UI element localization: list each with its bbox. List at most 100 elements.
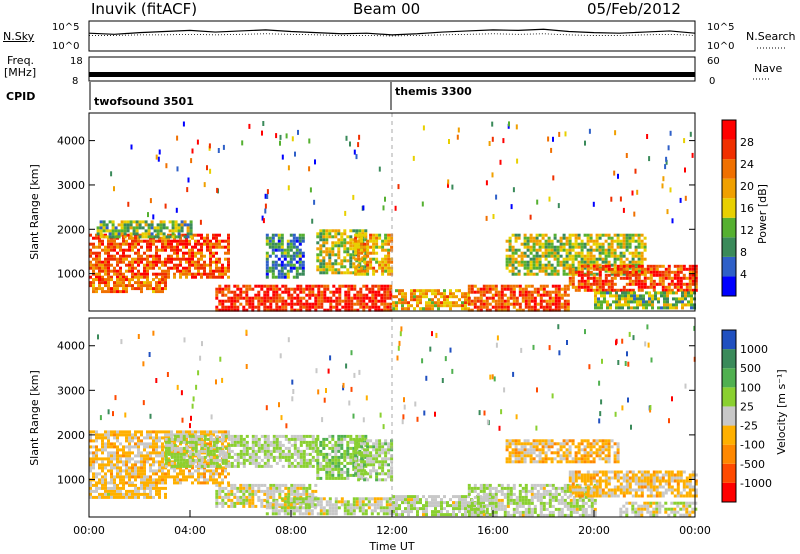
scatter-cell (302, 437, 306, 441)
scatter-cell (308, 287, 312, 291)
scatter-cell (251, 489, 255, 493)
scatter-cell (369, 460, 373, 464)
scatter-cell (523, 236, 527, 240)
scatter-cell (360, 257, 364, 261)
scatter-cell (359, 296, 363, 300)
scatter-cell (529, 266, 533, 270)
scatter-cell (669, 303, 672, 307)
scatter-cell (287, 287, 291, 291)
scatter-cell (242, 443, 246, 447)
scatter-cell (672, 297, 675, 301)
scatter-cell (664, 288, 668, 292)
scatter-cell (675, 303, 678, 307)
scatter-cell (373, 503, 377, 507)
scatter-cell (340, 265, 344, 269)
scatter-cell (437, 298, 440, 302)
scatter-cell (594, 294, 597, 298)
scatter-cell (104, 257, 107, 261)
scatter-cell (364, 262, 368, 266)
scatter-cell (150, 223, 154, 227)
scatter-cell (245, 443, 249, 447)
scatter-cell (129, 235, 133, 239)
scatter-cell (298, 272, 302, 276)
scatter-cell (610, 196, 613, 202)
scatter-cell (328, 250, 332, 254)
scatter-cell (113, 290, 116, 294)
scatter-cell (110, 442, 113, 446)
scatter-cell (595, 239, 599, 243)
scatter-cell (155, 472, 158, 476)
scatter-cell (354, 251, 358, 255)
scatter-cell (137, 460, 140, 464)
scatter-cell (298, 509, 302, 513)
scatter-cell (209, 275, 212, 279)
scatter-cell (654, 297, 657, 301)
scatter-cell (298, 266, 302, 270)
scatter-cell (182, 272, 185, 276)
scatter-cell (119, 489, 122, 493)
scatter-cell (227, 481, 230, 485)
scatter-cell (565, 263, 569, 267)
scatter-cell (419, 298, 422, 302)
scatter-cell (658, 276, 662, 280)
scatter-cell (621, 303, 624, 307)
scatter-cell (375, 251, 379, 255)
scatter-cell (221, 458, 225, 462)
scatter-cell (316, 473, 320, 477)
scatter-cell (349, 265, 353, 269)
scatter-cell (167, 469, 170, 473)
scatter-cell (89, 481, 92, 485)
scatter-cell (419, 301, 422, 305)
scatter-cell (378, 448, 382, 452)
scatter-cell (386, 302, 390, 306)
scatter-cell (649, 264, 653, 268)
scatter-cell (233, 302, 237, 306)
scatter-cell (679, 288, 683, 292)
scatter-cell (171, 229, 175, 233)
scatter-cell (621, 306, 624, 310)
scatter-cell (251, 498, 255, 502)
scatter-cell (176, 452, 180, 456)
scatter-cell (274, 266, 278, 270)
scatter-cell (511, 254, 515, 258)
scatter-cell (280, 269, 284, 273)
scatter-cell (356, 293, 360, 297)
scatter-cell (374, 284, 378, 288)
scatter-cell (197, 434, 201, 438)
scatter-cell (586, 242, 590, 246)
scatter-cell (98, 266, 101, 270)
scatter-cell (613, 233, 617, 237)
scatter-cell (286, 260, 290, 264)
scatter-cell (263, 284, 267, 288)
scatter-cell (188, 251, 191, 255)
scatter-cell (305, 461, 309, 465)
scatter-cell (589, 288, 593, 292)
scatter-cell (104, 266, 107, 270)
scatter-cell (113, 269, 116, 273)
scatter-cell (514, 233, 518, 237)
scatter-cell (271, 275, 275, 279)
scatter-cell (209, 478, 212, 482)
scatter-cell (155, 448, 158, 452)
scatter-cell (535, 242, 539, 246)
scatter-cell (349, 241, 353, 245)
scatter-cell (349, 512, 353, 516)
scatter-cell (266, 437, 270, 441)
scatter-cell (625, 282, 629, 286)
scatter-cell (173, 275, 176, 279)
scatter-cell (149, 445, 152, 449)
scatter-cell (317, 305, 321, 309)
scatter-cell (197, 266, 200, 270)
scatter-cell (378, 454, 382, 458)
scatter-cell (607, 260, 611, 264)
scatter-cell (242, 449, 246, 453)
scatter-cell (95, 257, 98, 261)
scatter-cell (352, 461, 356, 465)
scatter-cell (200, 443, 204, 447)
scatter-cell (107, 445, 110, 449)
scatter-cell (125, 463, 128, 467)
scatter-cell (337, 470, 341, 474)
scatter-cell (538, 260, 542, 264)
scatter-cell (233, 440, 237, 444)
scatter-cell (425, 304, 428, 308)
